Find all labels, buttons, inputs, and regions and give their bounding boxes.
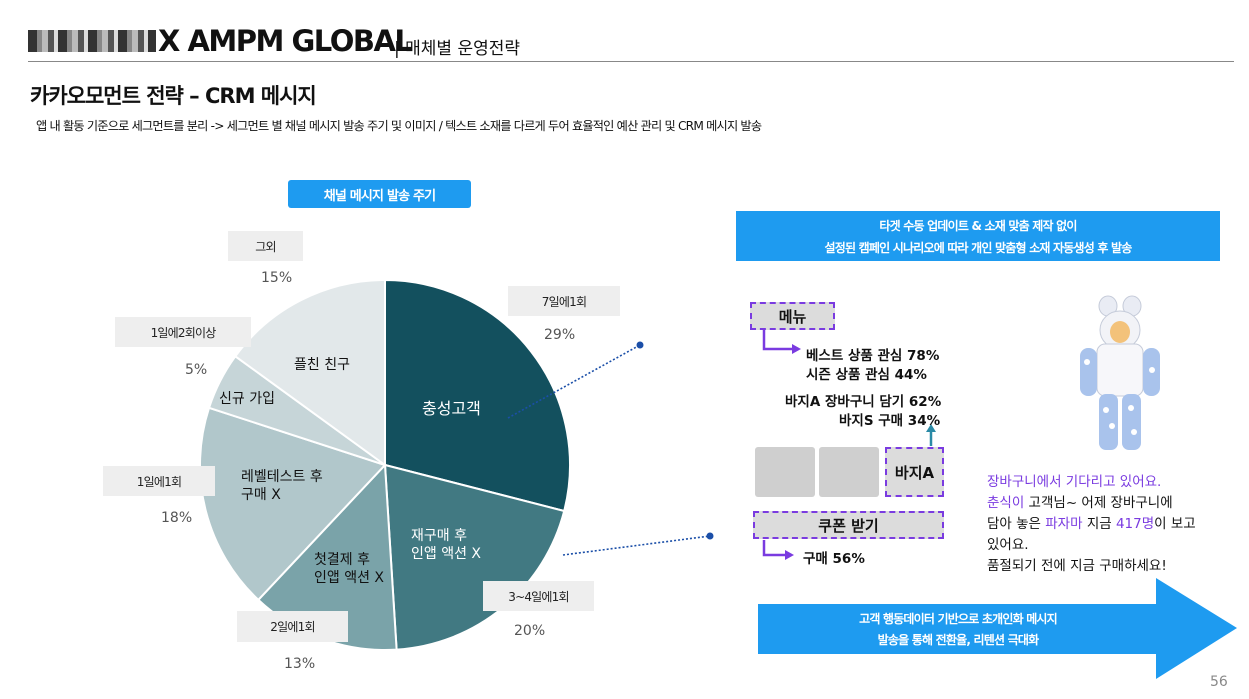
page-number: 56 (1210, 674, 1228, 690)
slice-label-repurchase-2: 인앱 액션 X (411, 546, 482, 562)
msg-line-3-c: 이 보고 (1154, 516, 1196, 532)
chart-caption: 채널 메시지 발송 주기 (288, 180, 471, 208)
automation-banner: 타겟 수동 업데이트 & 소재 맞춤 제작 없이 설정된 캠페인 시나리오에 따… (736, 211, 1220, 261)
freq-box-7days: 7일에1회 (508, 286, 620, 316)
conversion-arrow-line1: 고객 행동데이터 기반으로 초개인화 메시지 (859, 612, 1058, 626)
pct-loyal: 29% (544, 327, 576, 343)
msg-line-4: 있어요. (987, 537, 1029, 553)
menu-arrow (762, 330, 792, 351)
page-subtitle: 앱 내 활동 기준으로 세그먼트를 분리 -> 세그먼트 별 채널 메시지 발송… (36, 119, 762, 133)
msg-line-3: 담아 놓은 파자마 지금 417명이 보고 (987, 514, 1196, 535)
freq-box-3-4days: 3~4일에1회 (483, 581, 594, 611)
freq-box-2days: 2일에1회 (237, 611, 348, 642)
stat-season-interest: 시즌 상품 관심 44% (806, 367, 927, 383)
msg-line-3-b: 지금 (1082, 516, 1116, 532)
stat-purchase: 구매 56% (803, 551, 865, 567)
personalized-message: 장바구니에서 기다리고 있어요. 춘식이 고객님~ 어제 장바구니에 담아 놓은… (987, 472, 1196, 577)
msg-line-2-text: 고객님~ 어제 장바구니에 (1024, 495, 1173, 511)
msg-customer-name: 춘식이 (987, 495, 1025, 511)
leader-dot-loyal (636, 341, 644, 349)
slice-label-leveltest-1: 레벨테스트 후 (241, 469, 323, 485)
cart-up-arrowhead (926, 424, 936, 432)
product-thumb-2 (819, 447, 879, 497)
slice-label-plus-friend: 플친 친구 (294, 357, 350, 373)
stat-purchase-s: 바지S 구매 34% (839, 413, 941, 429)
slice-label-repurchase-1: 재구매 후 (411, 528, 467, 544)
menu-box: 메뉴 (750, 302, 835, 330)
pie-slice-0 (384, 278, 571, 513)
msg-line-1: 장바구니에서 기다리고 있어요. (987, 474, 1162, 490)
conversion-arrow-text: 고객 행동데이터 기반으로 초개인화 메시지 발송을 통해 전환율, 리텐션 극… (758, 609, 1158, 651)
pie-slice-3 (199, 406, 387, 602)
slice-label-loyal: 충성고객 (422, 399, 481, 418)
coupon-arrow (762, 540, 785, 557)
pct-first-pay: 13% (284, 656, 316, 672)
product-a-box: 바지A (885, 447, 944, 497)
brand-name: X AMPM GLOBAL (158, 24, 413, 58)
product-thumb-1 (755, 447, 815, 497)
stat-best-interest: 베스트 상품 관심 78% (806, 348, 940, 364)
pct-signup: 5% (185, 362, 208, 378)
msg-line-3-a: 담아 놓은 (987, 516, 1046, 532)
leader-line-loyal (507, 344, 641, 419)
slice-label-first-pay-2: 인앱 액션 X (314, 570, 385, 586)
freq-box-others: 그외 (228, 231, 303, 261)
msg-line-5: 품절되기 전에 지금 구매하세요! (987, 558, 1167, 574)
header-divider (28, 61, 1234, 62)
slice-label-leveltest-2: 구매 X (241, 487, 281, 503)
menu-arrowhead (792, 344, 801, 354)
slice-label-signup: 신규 가입 (219, 391, 275, 407)
brand-logo-blurred (28, 30, 156, 52)
page-title: 카카오모먼트 전략 – CRM 메시지 (30, 84, 317, 108)
pajama-product-image (1080, 295, 1160, 450)
conversion-arrow-line2: 발송을 통해 전환율, 리텐션 극대화 (877, 633, 1039, 647)
pct-plus-friend: 15% (261, 270, 293, 286)
coupon-box: 쿠폰 받기 (753, 511, 944, 539)
conversion-arrow (758, 578, 1237, 679)
automation-banner-line1: 타겟 수동 업데이트 & 소재 맞춤 제작 없이 (879, 219, 1077, 233)
automation-banner-line2: 설정된 캠페인 시나리오에 따라 개인 맞춤형 소재 자동생성 후 발송 (824, 241, 1133, 255)
leader-line-repurchase (562, 535, 711, 556)
stat-cart-add: 바지A 장바구니 담기 62% (785, 394, 942, 410)
section-label: | 매체별 운영전략 (394, 39, 521, 59)
msg-product-name: 파자마 (1045, 516, 1083, 532)
freq-box-2plus-per-day: 1일에2회이상 (115, 317, 251, 347)
coupon-arrowhead (785, 550, 794, 560)
freq-box-1day: 1일에1회 (103, 466, 215, 496)
pct-repurchase: 20% (514, 623, 546, 639)
pct-leveltest: 18% (161, 510, 193, 526)
msg-line-2: 춘식이 고객님~ 어제 장바구니에 (987, 493, 1196, 514)
leader-dot-repurchase (706, 532, 714, 540)
msg-viewer-count: 417명 (1115, 516, 1155, 532)
slice-label-first-pay-1: 첫결제 후 (314, 552, 370, 568)
